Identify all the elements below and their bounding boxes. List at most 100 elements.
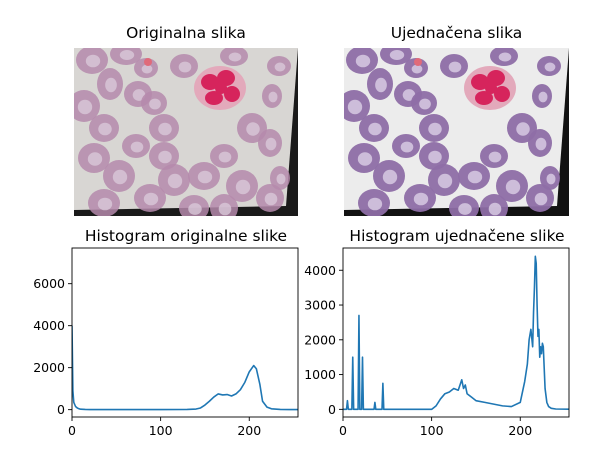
rbc-center [130,141,144,153]
y-tick-label: 4000 [304,263,336,278]
x-tick-label: 200 [508,423,532,438]
rbc-center [534,192,548,206]
rbc-center [375,77,387,93]
rbc-center [97,197,113,211]
rbc-center [437,173,453,189]
rbc-center [488,202,502,216]
rbc-center [132,89,146,101]
red-blood-cells [74,48,291,216]
rbc-center [218,202,232,216]
rbc-center [428,122,442,136]
original-histogram-title: Histogram originalne slike [84,227,288,245]
rbc-center [246,122,260,136]
rbc-center [274,62,286,72]
equalized-blood-smear-image [344,48,569,216]
rbc-center [87,152,103,166]
rbc-center [535,137,547,151]
x-tick-label: 0 [68,423,76,438]
rbc-center [158,122,172,136]
rbc-center [546,173,556,185]
rbc-center [105,77,117,93]
rbc-center [357,152,373,166]
rbc-center [428,150,442,164]
red-blood-cells [344,48,561,216]
neutrophil-cell [144,58,246,110]
axes-frame [342,247,570,418]
nucleus-lobe [494,86,510,102]
rbc-center [368,122,382,136]
x-tick-label: 200 [237,423,261,438]
rbc-center [505,179,521,195]
rbc-center [85,54,101,68]
rbc-center [448,61,462,73]
nucleus-lobe [201,74,219,90]
y-tick-label: 2000 [33,360,65,375]
x-tick-label: 100 [420,423,444,438]
rbc-center [516,122,530,136]
rbc-center [119,50,135,60]
rbc-center [149,98,161,110]
small-red-spot [414,58,422,66]
original-blood-smear-image [74,48,298,216]
rbc-center [402,89,416,101]
y-tick-label: 3000 [304,298,336,313]
rbc-center [188,203,202,215]
rbc-center [382,169,398,185]
nucleus-lobe [485,82,497,94]
rbc-center [498,52,512,62]
rbc-center [389,50,405,60]
nucleus-lobe [215,82,227,94]
nucleus-lobe [475,91,493,105]
rbc-center [355,54,371,68]
rbc-center [367,197,383,211]
nucleus-lobe [224,86,240,102]
neutrophil-cell [414,58,516,110]
y-tick-label: 0 [328,402,336,417]
rbc-center [413,192,429,206]
y-tick-label: 2000 [304,332,336,347]
equalized-histogram-title: Histogram ujednačene slike [349,227,565,245]
y-tick-label: 1000 [304,367,336,382]
rbc-center [276,173,286,185]
rbc-center [98,122,112,136]
rbc-center [218,151,232,163]
rbc-center [167,173,183,189]
rbc-center [112,169,128,185]
y-tick-label: 6000 [33,276,65,291]
nucleus-lobe [205,91,223,105]
rbc-center [141,64,153,74]
rbc-center [538,91,548,103]
nucleus-lobe [217,70,235,86]
rbc-center [77,99,93,115]
rbc-center [265,137,277,151]
x-tick-label: 0 [339,423,347,438]
axes-frame [71,247,299,418]
rbc-center [178,61,192,73]
rbc-center [197,170,213,184]
rbc-center [467,170,483,184]
rbc-center [419,98,431,110]
small-red-spot [144,58,152,66]
rbc-center [228,52,242,62]
x-tick-label: 100 [149,423,173,438]
rbc-center [544,62,556,72]
histogram-line [343,255,569,411]
y-tick-label: 4000 [33,318,65,333]
rbc-center [143,192,159,206]
histogram-line [72,325,298,411]
rbc-center [400,141,414,153]
rbc-center [268,91,278,103]
original-image-title: Originalna slika [126,24,246,42]
rbc-center [264,192,278,206]
rbc-center [347,99,363,115]
rbc-center [488,151,502,163]
rbc-center [235,179,251,195]
rbc-center [458,203,472,215]
nucleus-lobe [471,74,489,90]
equalized-image-title: Ujednačena slika [390,24,523,42]
rbc-center [158,150,172,164]
nucleus-lobe [487,70,505,86]
